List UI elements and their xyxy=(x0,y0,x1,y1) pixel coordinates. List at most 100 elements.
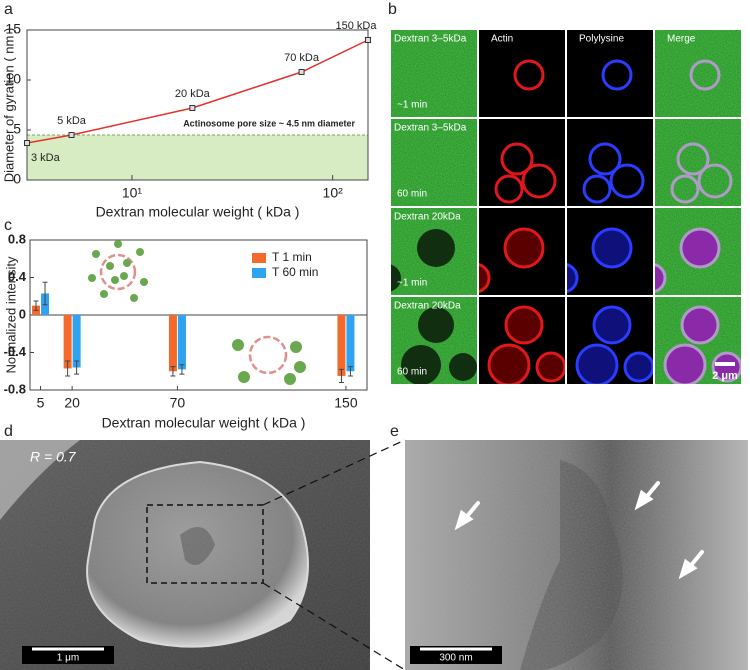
cells xyxy=(487,305,565,384)
cells xyxy=(663,305,741,384)
data-point xyxy=(24,140,30,146)
dextran-sketch xyxy=(130,294,138,302)
plot-frame xyxy=(26,29,369,181)
point-label: 70 kDa xyxy=(284,52,320,64)
bar xyxy=(337,315,346,376)
vesicle-sketch xyxy=(248,335,288,375)
micrograph-tile: Merge xyxy=(655,30,741,117)
micrograph-tile: Dextran 20kDa ~1 min xyxy=(391,208,477,295)
tile-noise xyxy=(391,30,477,117)
legend-label: T 1 min xyxy=(272,250,312,264)
micrograph-tile xyxy=(655,119,741,206)
column-label: Actin xyxy=(491,34,513,45)
cell-dark xyxy=(401,345,441,384)
cell-actin xyxy=(513,59,545,91)
time-label: ~1 min xyxy=(397,278,427,289)
cells xyxy=(567,227,633,293)
y-tick-label: 5 xyxy=(13,121,21,137)
cell-actin xyxy=(500,142,534,176)
error-bar xyxy=(33,300,39,311)
cell-dark xyxy=(391,264,401,292)
cell-merge xyxy=(670,174,700,204)
cell-actin xyxy=(479,263,491,293)
y-axis-label: Normalized intensity xyxy=(3,256,18,374)
dextran-sketch xyxy=(106,262,114,270)
dextran-sketch xyxy=(100,290,108,298)
scale-bar-label: 2 μm xyxy=(712,370,738,382)
micrograph-tile xyxy=(655,208,741,295)
y-tick-label: 0.8 xyxy=(8,231,26,246)
point-label: 20 kDa xyxy=(175,88,211,100)
micrograph-tile xyxy=(479,119,565,206)
scale-bar-label: 300 nm xyxy=(439,653,472,664)
dextran-sketch xyxy=(238,371,250,383)
x-tick-label: 5 xyxy=(37,395,45,411)
tile-bg xyxy=(479,30,565,117)
micrograph-tile: Dextran 3–5kDa 60 min xyxy=(391,119,477,206)
tile-noise xyxy=(655,30,741,117)
micrograph-tile xyxy=(567,119,653,206)
dextran-sketch xyxy=(111,276,119,284)
panel-label: b xyxy=(388,1,397,18)
panel-label: e xyxy=(390,423,399,440)
bar xyxy=(177,315,186,370)
x-axis-label: Dextran molecular weight ( kDa ) xyxy=(96,204,300,220)
zoom-lines xyxy=(262,439,406,670)
cell-actin xyxy=(494,174,524,204)
cell-polylysine xyxy=(623,351,653,383)
cell-actin xyxy=(487,343,531,384)
cell-merge xyxy=(676,142,710,176)
schematics xyxy=(88,240,306,385)
cells xyxy=(670,142,733,204)
cell-dark xyxy=(449,353,477,381)
column-label: Polylysine xyxy=(579,34,624,45)
dextran-sketch xyxy=(92,250,100,258)
micrograph-tile: Actin xyxy=(479,30,565,117)
error-bar xyxy=(65,360,71,377)
bar xyxy=(168,315,177,372)
data-point xyxy=(68,132,75,138)
micrograph-tile xyxy=(655,297,741,384)
cell-polylysine xyxy=(582,174,612,204)
legend-swatch xyxy=(252,268,266,278)
annotation: Actinosome pore size ~ 4.5 nm diameter xyxy=(183,118,355,128)
panel-label: a xyxy=(4,1,13,18)
dextran-sketch xyxy=(88,274,96,282)
bar xyxy=(72,315,81,368)
cell-actin xyxy=(503,227,545,269)
error-bar xyxy=(42,281,48,306)
x-tick-label: 150 xyxy=(334,395,358,411)
cell-merge xyxy=(680,305,720,345)
y-tick-label: 15 xyxy=(5,21,21,37)
time-label: 60 min xyxy=(397,367,427,378)
data-point xyxy=(298,69,305,75)
column-label: Merge xyxy=(667,34,696,45)
cell-merge xyxy=(679,227,721,269)
point-label: 150 kDa xyxy=(336,20,378,32)
bar xyxy=(346,315,355,372)
dextran-sketch xyxy=(140,278,148,286)
bar xyxy=(63,315,72,369)
dextran-sketch xyxy=(294,361,306,373)
cell-polylysine xyxy=(591,227,633,269)
dextran-sketch xyxy=(290,341,302,353)
cell-merge xyxy=(655,263,667,293)
cell-actin xyxy=(504,305,544,345)
cell-merge xyxy=(663,343,707,384)
time-label: ~1 min xyxy=(397,100,427,111)
cells xyxy=(391,229,455,292)
y-axis-label: Diameter of gyration ( nm ) xyxy=(1,28,16,183)
error-bar xyxy=(170,366,176,377)
cell-polylysine xyxy=(609,163,645,199)
point-label: 5 kDa xyxy=(57,115,87,127)
cells xyxy=(401,307,477,384)
x-tick-label: 10¹ xyxy=(122,185,143,201)
micrograph-tile: Dextran 20kDa 60 min xyxy=(391,297,477,384)
row-label: Dextran 20kDa xyxy=(394,212,461,223)
row-label: Dextran 3–5kDa xyxy=(394,34,467,45)
cells xyxy=(494,142,557,204)
error-bar xyxy=(338,368,344,383)
y-tick-label: 10 xyxy=(5,71,21,87)
cell-actin xyxy=(535,351,565,383)
